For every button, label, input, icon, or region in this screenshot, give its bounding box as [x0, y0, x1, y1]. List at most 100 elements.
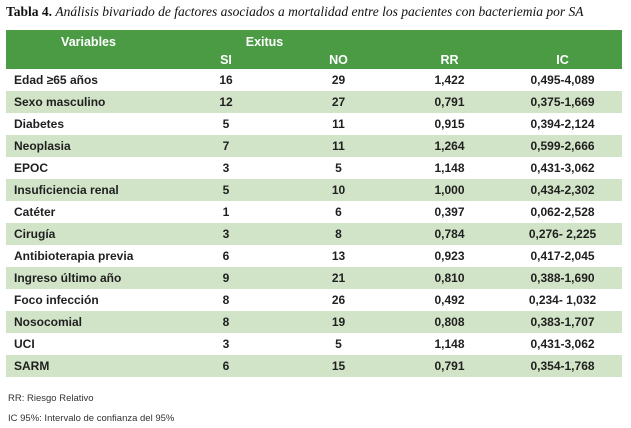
table-row: Insuficiencia renal 5 10 1,000 0,434-2,302: [6, 179, 623, 201]
table-body: Edad ≥65 años 16 29 1,422 0,495-4,089 Sexo ma…: [6, 69, 623, 377]
si-cell: 8: [222, 293, 230, 307]
header-si: SI: [171, 50, 281, 69]
bivariate-analysis-table: Variables Exitus SI NO RR IC Edad ≥65 añ…: [6, 30, 623, 377]
table-header: Variables Exitus SI NO RR IC: [6, 30, 623, 69]
table-row: EPOC 3 5 1,148 0,431-3,062: [6, 157, 622, 179]
no-cell: 5: [335, 161, 342, 175]
si-cell: 5: [222, 117, 230, 131]
table-row: Foco infección 8 26 0,492 0,234- 1,032: [6, 289, 622, 311]
si-cell: 1: [222, 205, 230, 219]
variable-cell: Diabetes: [14, 117, 65, 131]
table-row: Ingreso último año 9 21 0,810 0,388-1,690: [6, 267, 623, 289]
si-cell: 5: [171, 179, 281, 201]
no-cell: 11: [332, 117, 345, 131]
rr-cell: 0,923: [434, 249, 465, 263]
table-row: Nosocomial 8 19 0,808 0,383-1,707: [6, 311, 623, 333]
variable-cell: Ingreso último año: [6, 267, 171, 289]
rr-cell: 1,148: [434, 337, 465, 351]
si-cell: 3: [222, 161, 230, 175]
header-ic: IC: [503, 50, 623, 69]
si-cell: 12: [171, 91, 281, 113]
rr-cell: 1,000: [396, 179, 504, 201]
no-cell: 5: [335, 337, 342, 351]
no-cell: 27: [281, 91, 397, 113]
variable-cell: Edad ≥65 años: [14, 73, 98, 87]
header-exitus: Exitus: [171, 30, 397, 50]
table-row: Cirugía 3 8 0,784 0,276- 2,225: [6, 223, 623, 245]
variable-cell: Neoplasia: [6, 135, 171, 157]
rr-cell: 0,784: [396, 223, 504, 245]
si-cell: 9: [171, 267, 281, 289]
si-cell: 6: [222, 249, 230, 263]
table-row: Diabetes 5 11 0,915 0,394-2,124: [6, 113, 622, 135]
ic-cell: 0,354-1,768: [503, 355, 623, 377]
si-cell: 7: [171, 135, 281, 157]
ic-cell: 0,599-2,666: [503, 135, 623, 157]
ic-cell: 0,062-2,528: [530, 205, 595, 219]
variable-cell: Antibioterapia previa: [14, 249, 134, 263]
si-cell: 6: [171, 355, 281, 377]
table-row: Sexo masculino 12 27 0,791 0,375-1,669: [6, 91, 623, 113]
variable-cell: Sexo masculino: [6, 91, 171, 113]
ic-cell: 0,234- 1,032: [528, 293, 597, 307]
table-row: SARM 6 15 0,791 0,354-1,768: [6, 355, 623, 377]
no-cell: 10: [281, 179, 397, 201]
no-cell: 21: [281, 267, 397, 289]
variable-cell: Foco infección: [14, 293, 99, 307]
rr-cell: 0,915: [434, 117, 465, 131]
table-caption: Tabla 4. Análisis bivariado de factores …: [6, 0, 625, 22]
header-group-row: Variables Exitus: [6, 30, 623, 50]
variable-cell: Insuficiencia renal: [6, 179, 171, 201]
variable-cell: Cirugía: [6, 223, 171, 245]
si-cell: 3: [222, 337, 230, 351]
header-spacer: [6, 50, 171, 69]
rr-cell: 1,264: [396, 135, 504, 157]
rr-cell: 0,397: [434, 205, 465, 219]
rr-cell: 0,810: [396, 267, 504, 289]
no-cell: 6: [335, 205, 342, 219]
rr-cell: 0,791: [396, 355, 504, 377]
no-cell: 19: [281, 311, 397, 333]
header-no: NO: [281, 50, 397, 69]
no-cell: 13: [331, 249, 346, 263]
rr-cell: 0,808: [396, 311, 504, 333]
ic-cell: 0,431-3,062: [530, 161, 595, 175]
ic-cell: 0,431-3,062: [530, 337, 595, 351]
variable-cell: UCI: [14, 337, 35, 351]
table-row: Antibioterapia previa 6 13 0,923 0,417-2,045: [6, 245, 622, 267]
table-row: Edad ≥65 años 16 29 1,422 0,495-4,089: [6, 69, 622, 91]
header-group-spacer: [396, 30, 623, 50]
ic-cell: 0,434-2,302: [503, 179, 623, 201]
ic-cell: 0,388-1,690: [503, 267, 623, 289]
ic-cell: 0,375-1,669: [503, 91, 623, 113]
rr-cell: 0,791: [396, 91, 504, 113]
header-columns-row: SI NO RR IC: [6, 50, 623, 69]
footnote-ic: IC 95%: Intervalo de confianza del 95%: [8, 413, 175, 424]
no-cell: 11: [281, 135, 397, 157]
table-row: Catéter 1 6 0,397 0,062-2,528: [6, 201, 622, 223]
variable-cell: Nosocomial: [6, 311, 171, 333]
ic-cell: 0,495-4,089: [530, 73, 595, 87]
footnote-rr: RR: Riesgo Relativo: [8, 393, 94, 404]
header-rr: RR: [396, 50, 504, 69]
ic-cell: 0,276- 2,225: [503, 223, 623, 245]
table-row: Neoplasia 7 11 1,264 0,599-2,666: [6, 135, 623, 157]
ic-cell: 0,383-1,707: [503, 311, 623, 333]
table-title: Análisis bivariado de factores asociados…: [55, 4, 584, 19]
no-cell: 26: [331, 293, 346, 307]
rr-cell: 1,422: [434, 73, 465, 87]
ic-cell: 0,394-2,124: [530, 117, 595, 131]
no-cell: 15: [281, 355, 397, 377]
table-row: UCI 3 5 1,148 0,431-3,062: [6, 333, 622, 355]
si-cell: 16: [219, 73, 233, 87]
no-cell: 29: [331, 73, 346, 87]
variable-cell: SARM: [6, 355, 171, 377]
si-cell: 3: [171, 223, 281, 245]
no-cell: 8: [281, 223, 397, 245]
variable-cell: Catéter: [14, 205, 56, 219]
rr-cell: 1,148: [434, 161, 465, 175]
rr-cell: 0,492: [434, 293, 465, 307]
header-variables: Variables: [6, 30, 171, 50]
variable-cell: EPOC: [14, 161, 49, 175]
